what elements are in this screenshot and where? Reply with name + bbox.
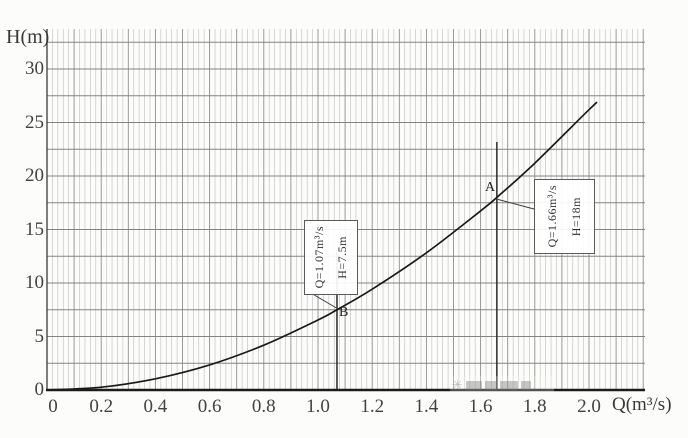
y-tick-label-15: 15 xyxy=(25,218,44,240)
watermark-glyph-block xyxy=(465,380,482,390)
y-tick-label-30: 30 xyxy=(25,58,44,79)
callout-b-h-text: H=7.5m xyxy=(334,236,349,279)
x-tick-label-0: 0 xyxy=(48,396,58,417)
callout-box-point-b: Q=1.07m³/s H=7.5m xyxy=(304,220,358,295)
x-tick-label-1.0: 1.0 xyxy=(306,396,330,417)
x-tick-label-0.8: 0.8 xyxy=(251,396,276,417)
y-tick-label-5: 5 xyxy=(34,325,45,347)
watermark-glyph-block xyxy=(484,380,497,390)
y-tick-label-10: 10 xyxy=(25,272,44,293)
x-tick-label-0.2: 0.2 xyxy=(89,396,114,417)
x-tick-label-1.4: 1.4 xyxy=(414,396,439,417)
callout-b-q-text: Q=1.07m³/s xyxy=(312,226,327,289)
watermark-glyph-block xyxy=(499,380,518,390)
x-tick-label-1.6: 1.6 xyxy=(468,396,493,417)
callout-leader-lines xyxy=(309,198,535,309)
x-tick-label-0.4: 0.4 xyxy=(143,396,168,417)
point-label-b: B xyxy=(339,305,349,320)
y-tick-label-0: 0 xyxy=(34,379,45,400)
callout-box-point-a: Q=1.66m³/s H=18m xyxy=(534,179,595,254)
y-tick-label-25: 25 xyxy=(25,111,44,133)
snowflake-icon: ✳ xyxy=(452,377,463,393)
y-tick-label-20: 20 xyxy=(25,165,44,186)
callout-a-h-text: H=18m xyxy=(569,196,584,237)
point-marker-lines xyxy=(336,142,498,390)
x-axis-title: Q(m³/s) xyxy=(612,394,672,415)
x-tick-label-0.6: 0.6 xyxy=(197,396,222,417)
y-axis-title: H(m) xyxy=(6,26,50,48)
watermark-glyph-block xyxy=(520,380,531,390)
x-tick-label-1.8: 1.8 xyxy=(522,396,547,417)
hq-curve xyxy=(46,101,598,391)
callout-a-q-text: Q=1.66m³/s xyxy=(544,185,559,248)
watermark: ✳ xyxy=(450,376,554,394)
grid-major-lines xyxy=(47,29,645,390)
x-tick-label-2.0: 2.0 xyxy=(577,396,601,417)
point-label-a: A xyxy=(485,180,496,195)
x-tick-label-1.2: 1.2 xyxy=(360,396,385,417)
